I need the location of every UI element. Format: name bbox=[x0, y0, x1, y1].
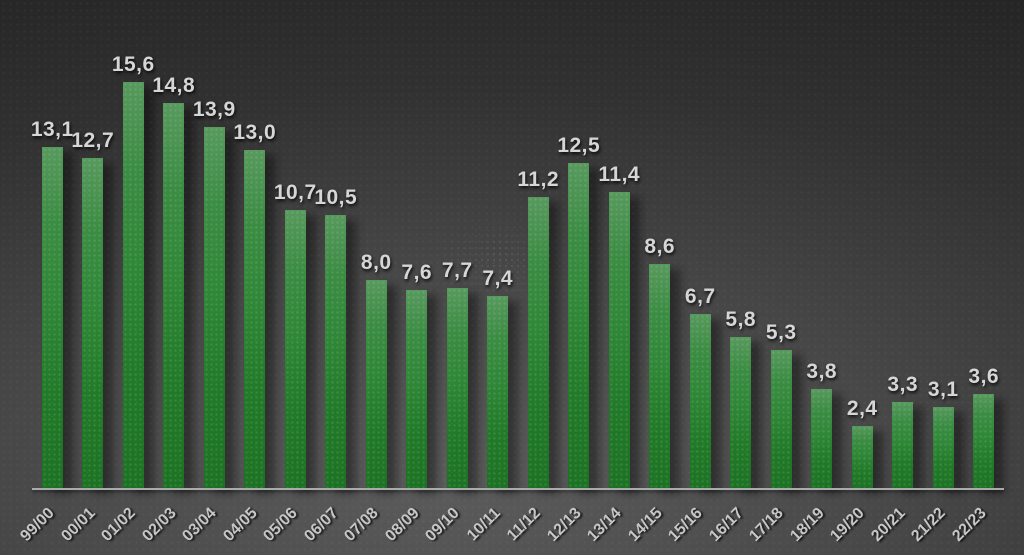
bar-value-label: 15,6 bbox=[111, 53, 155, 77]
bar bbox=[487, 295, 509, 488]
bar bbox=[608, 191, 630, 488]
bar bbox=[770, 350, 792, 488]
bar bbox=[568, 163, 590, 488]
bar-value-label: 5,8 bbox=[725, 308, 757, 332]
bar bbox=[932, 407, 954, 488]
bar-slot: 11,4 bbox=[598, 162, 641, 488]
x-axis-label-slot: 03/04 bbox=[180, 488, 235, 552]
bar-value-label: 7,7 bbox=[441, 258, 473, 282]
bar-slot: 6,7 bbox=[680, 285, 721, 488]
bar bbox=[406, 290, 428, 488]
bar-slot: 10,7 bbox=[273, 180, 317, 488]
bar bbox=[365, 280, 387, 488]
x-axis-label-slot: 17/18 bbox=[747, 488, 802, 552]
bar-value-label: 6,7 bbox=[684, 284, 716, 308]
x-axis-label-slot: 09/10 bbox=[423, 488, 478, 552]
bar-slot: 2,4 bbox=[842, 397, 883, 488]
bar-slot: 3,1 bbox=[923, 378, 964, 488]
bar bbox=[82, 157, 104, 488]
bar-value-label: 10,5 bbox=[314, 186, 358, 209]
bar-slot: 5,3 bbox=[761, 321, 802, 488]
x-axis-label-slot: 01/02 bbox=[99, 488, 154, 552]
bar-slot: 8,0 bbox=[356, 251, 397, 488]
bar-value-label: 3,1 bbox=[927, 378, 959, 402]
x-axis-label: 99/00 bbox=[17, 504, 58, 545]
bar-value-label: 2,4 bbox=[846, 396, 878, 420]
bar-slot: 7,7 bbox=[437, 259, 478, 488]
bar-slot: 14,8 bbox=[152, 74, 196, 488]
x-axis-line bbox=[32, 488, 1004, 490]
bar-slot: 15,6 bbox=[111, 53, 155, 488]
bar-value-label: 13,0 bbox=[233, 121, 277, 144]
bar-value-label: 8,6 bbox=[644, 235, 676, 259]
bar-slot: 7,6 bbox=[397, 261, 438, 488]
bar-value-label: 12,7 bbox=[71, 128, 115, 152]
bar-value-label: 12,5 bbox=[557, 134, 601, 157]
bar-value-label: 13,9 bbox=[192, 97, 236, 121]
bar-value-label: 11,2 bbox=[517, 167, 560, 191]
bar-slot: 10,5 bbox=[314, 186, 358, 488]
bar bbox=[689, 313, 711, 488]
bar bbox=[203, 126, 225, 488]
bar bbox=[41, 147, 63, 488]
bar bbox=[284, 209, 306, 488]
x-axis-label-slot: 07/08 bbox=[342, 488, 397, 552]
bar-value-label: 5,3 bbox=[765, 321, 797, 345]
bar bbox=[973, 394, 995, 488]
bar bbox=[325, 215, 347, 488]
bar bbox=[811, 389, 833, 488]
x-axis-label-slot: 11/12 bbox=[504, 488, 559, 552]
bar-slot: 13,0 bbox=[233, 121, 277, 488]
bar bbox=[730, 337, 752, 488]
bar-slot: 11,2 bbox=[517, 167, 560, 488]
bar bbox=[122, 82, 144, 488]
bar-slot: 3,8 bbox=[802, 360, 843, 488]
bar-slot: 13,9 bbox=[192, 97, 236, 488]
bar-slot: 7,4 bbox=[478, 267, 519, 488]
x-axis-label-slot: 22/23 bbox=[949, 488, 1005, 552]
bar-value-label: 7,4 bbox=[482, 266, 514, 290]
x-axis-label-slot: 05/06 bbox=[261, 488, 316, 552]
bar-slot: 3,3 bbox=[883, 373, 924, 488]
bar bbox=[851, 425, 873, 488]
x-axis-label-slot: 19/20 bbox=[828, 488, 883, 552]
bar-value-label: 11,4 bbox=[598, 162, 641, 186]
bar-slot: 12,7 bbox=[71, 128, 115, 488]
x-axis-label-slot: 10/11 bbox=[464, 488, 519, 552]
bar-slot: 3,6 bbox=[964, 365, 1005, 488]
x-axis-label-slot: 13/14 bbox=[585, 488, 640, 552]
bar-slot: 12,5 bbox=[557, 134, 601, 488]
bar-value-label: 7,6 bbox=[401, 261, 433, 285]
bar-value-label: 3,3 bbox=[887, 373, 919, 397]
bar-value-label: 3,6 bbox=[968, 365, 1000, 389]
x-axis-label-slot: 15/16 bbox=[666, 488, 721, 552]
bar bbox=[163, 103, 185, 488]
bar-value-label: 10,7 bbox=[273, 180, 317, 204]
bar-value-label: 13,1 bbox=[30, 118, 74, 142]
bar bbox=[446, 287, 468, 488]
bar bbox=[527, 196, 549, 488]
bars-container: 13,1 12,7 15,6 14,8 13,9 13,0 10,7 10,5 8,0 7,6 7,… bbox=[30, 0, 1005, 488]
bar-value-label: 8,0 bbox=[360, 251, 392, 274]
bar-slot: 13,1 bbox=[30, 118, 74, 488]
x-axis-label-slot: 99/00 bbox=[18, 488, 73, 552]
bar bbox=[244, 150, 266, 488]
bar bbox=[892, 402, 914, 488]
x-axis-label-slot: 21/22 bbox=[909, 488, 964, 552]
plot-area: 13,1 12,7 15,6 14,8 13,9 13,0 10,7 10,5 8,0 7,6 7,… bbox=[18, 0, 1005, 545]
bar-slot: 5,8 bbox=[721, 308, 762, 488]
bar-slot: 8,6 bbox=[640, 235, 681, 488]
bar-value-label: 14,8 bbox=[152, 74, 196, 98]
bar bbox=[649, 264, 671, 488]
x-axis-labels: 99/00 00/01 01/02 02/03 03/04 04/05 05/06 06/07… bbox=[18, 488, 1005, 552]
bar-value-label: 3,8 bbox=[806, 360, 838, 384]
